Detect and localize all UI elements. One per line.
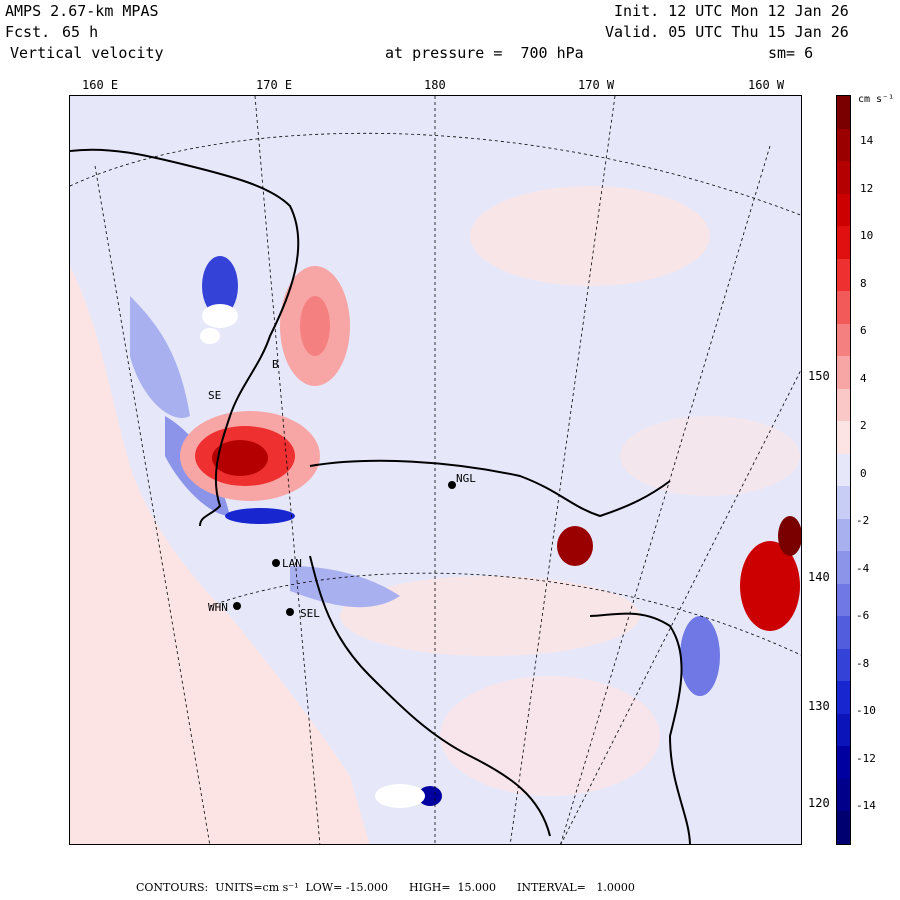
colorbar-segment [837,811,850,845]
coastline [70,148,691,844]
station-lan-label: LAN [282,557,302,570]
updraft-ross-ridge-core [300,296,330,356]
colorbar-units: cm s⁻¹ [858,94,895,105]
colorbar-segment [837,258,850,292]
colorbar-segment [837,291,850,325]
pink-patch-south [440,676,660,796]
station-sel-label: SEL [300,607,320,620]
map-panel[interactable]: NGL LAN WHN SEL B SE [69,95,802,845]
colorbar-segment [837,648,850,682]
valid-time: Valid. 05 UTC Thu 15 Jan 26 [605,23,849,41]
masked-terrain-2 [200,328,220,344]
downdraft-coast [225,508,295,524]
contour-info: CONTOURS: UNITS=cm s⁻¹ LOW= -15.000 HIGH… [136,881,635,894]
colorbar-segment [837,356,850,390]
masked-terrain-3 [375,784,425,808]
meridian-170w [509,96,616,844]
colorbar-segment [837,388,850,422]
pink-patch-east [620,416,800,496]
station-ngl-dot [448,481,456,489]
blue-band-lan [290,566,400,608]
colorbar-tick-label: 2 [860,419,867,432]
colorbar-tick-label: -10 [856,704,876,717]
masked-terrain-1 [202,304,238,328]
colorbar-segment [837,486,850,520]
downdraft-north [202,256,238,316]
colorbar-tick-label: -2 [856,514,870,527]
colorbar-segment [837,128,850,162]
colorbar-tick-label: -6 [856,609,870,622]
station-whn-dot [233,602,241,610]
lon-label-180: 180 [424,78,446,92]
colorbar-tick-label: -12 [856,751,876,765]
colorbar-segment [837,96,850,130]
station-sel-dot [286,608,294,616]
downdraft-east [680,616,720,696]
colorbar-segment [837,323,850,357]
colorbar-segment [837,778,850,812]
colorbar [836,95,851,845]
station-b-label: B [272,358,279,371]
colorbar-tick-label: -14 [856,799,876,812]
station-se-label: SE [208,389,222,402]
station-whn-label: WHN [208,601,228,614]
lon-label-170e: 170 E [256,78,293,92]
colorbar-tick-label: -8 [856,656,870,670]
colorbar-tick-label: 10 [860,229,874,242]
field-name: Vertical velocity [10,44,164,62]
colorbar-segment [837,746,850,780]
forecast-hour: 65 h [62,23,99,41]
parallel-2 [209,572,801,656]
updraft-east [740,541,800,631]
pressure-level: at pressure = 700 hPa [385,44,584,62]
station-ngl-label: NGL [456,472,476,485]
station-markers [233,481,456,616]
colorbar-segment [837,453,850,487]
pink-patch-shelf [340,576,640,656]
meridian-160w [560,145,771,844]
init-time: Init. 12 UTC Mon 12 Jan 26 [614,2,849,20]
colorbar-tick-label: 14 [860,134,874,147]
colorbar-segment [837,681,850,715]
colorbar-tick-label: 6 [860,324,867,337]
colorbar-segment [837,421,850,455]
colorbar-tick-label: 4 [860,371,867,385]
colorbar-tick-label: 0 [860,466,867,480]
map-canvas [70,96,801,844]
graticule [70,96,801,844]
updraft-shelf-spot [557,526,593,566]
station-lan-dot [272,559,280,567]
updraft-core [212,440,268,476]
meridian-160e [94,165,211,844]
downdraft-south [418,786,442,806]
colorbar-tick-label: 8 [860,276,867,290]
colorbar-segment [837,551,850,585]
lon-label-160e: 160 E [82,78,119,92]
lon-label-160w: 160 W [748,78,785,92]
forecast-label: Fcst. [5,23,51,41]
colorbar-segment [837,161,850,195]
lon-label-170w: 170 W [578,78,615,92]
warm-region-west [70,266,370,844]
blue-band-west [130,296,190,418]
colorbar-segment [837,616,850,650]
colorbar-segment [837,583,850,617]
pink-patch-north [470,186,710,286]
updraft-east-core [778,516,801,556]
colorbar-tick-label: 12 [860,181,874,195]
colorbar-segment [837,226,850,260]
colorbar-segment [837,518,850,552]
model-title: AMPS 2.67-km MPAS [5,2,159,20]
colorbar-segment [837,713,850,747]
smoothing: sm= 6 [768,44,814,62]
colorbar-segment [837,193,850,227]
colorbar-tick-label: -4 [856,561,870,575]
